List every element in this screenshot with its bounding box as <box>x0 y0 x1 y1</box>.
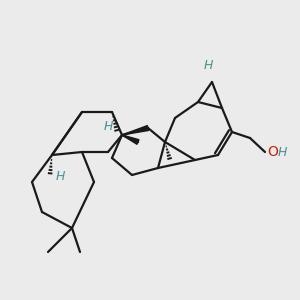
Polygon shape <box>122 126 148 135</box>
Polygon shape <box>122 135 139 144</box>
Text: H: H <box>203 59 213 72</box>
Text: O: O <box>267 145 278 159</box>
Text: H: H <box>55 170 65 184</box>
Text: H: H <box>278 146 287 158</box>
Text: H: H <box>103 121 113 134</box>
